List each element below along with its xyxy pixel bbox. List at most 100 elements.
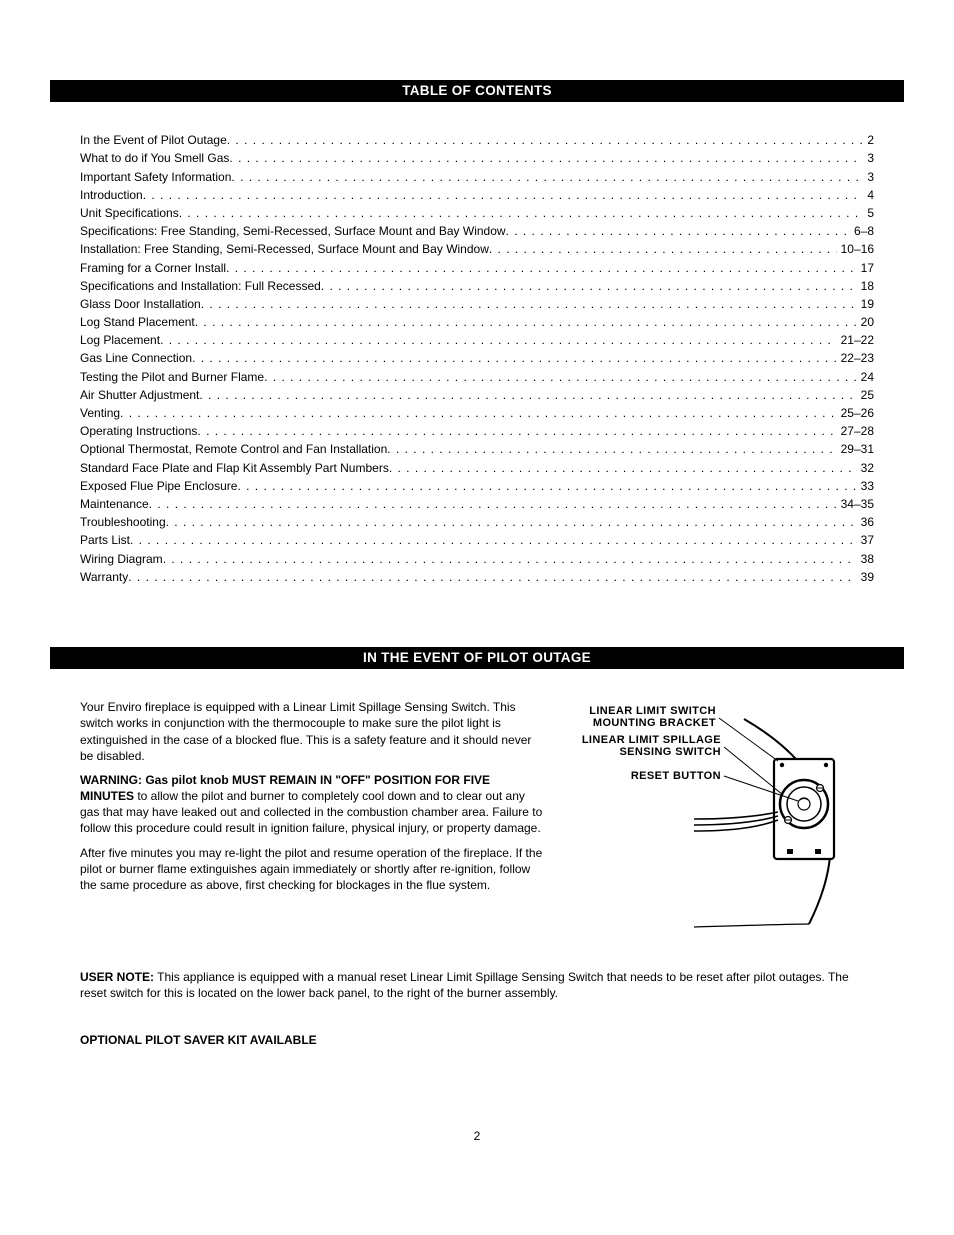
- toc-row: Air Shutter Adjustment. . . . . . . . . …: [80, 387, 874, 403]
- toc-label: Log Placement: [80, 332, 160, 348]
- toc-row: Framing for a Corner Install. . . . . . …: [80, 260, 874, 276]
- toc-page: 19: [857, 296, 874, 312]
- outage-warning-rest: to allow the pilot and burner to complet…: [80, 789, 542, 835]
- toc-row: Standard Face Plate and Flap Kit Assembl…: [80, 460, 874, 476]
- toc-label: Venting: [80, 405, 120, 421]
- toc-row: Important Safety Information. . . . . . …: [80, 169, 874, 185]
- toc-row: Maintenance. . . . . . . . . . . . . . .…: [80, 496, 874, 512]
- toc-row: Specifications: Free Standing, Semi-Rece…: [80, 223, 874, 239]
- toc-label: Wiring Diagram: [80, 551, 163, 567]
- outage-text-column: Your Enviro fireplace is equipped with a…: [80, 699, 544, 901]
- toc-row: Unit Specifications. . . . . . . . . . .…: [80, 205, 874, 221]
- toc-row: Venting. . . . . . . . . . . . . . . . .…: [80, 405, 874, 421]
- outage-banner: IN THE EVENT OF PILOT OUTAGE: [50, 647, 904, 669]
- toc-row: Wiring Diagram. . . . . . . . . . . . . …: [80, 551, 874, 567]
- toc-banner: TABLE OF CONTENTS: [50, 80, 904, 102]
- toc-page: 21–22: [837, 332, 874, 348]
- limit-switch-diagram: LINEAR LIMIT SWITCH MOUNTING BRACKET LIN…: [564, 699, 874, 929]
- toc-row: Testing the Pilot and Burner Flame. . . …: [80, 369, 874, 385]
- toc-page: 22–23: [837, 350, 874, 366]
- toc-page: 3: [863, 150, 874, 166]
- toc-label: What to do if You Smell Gas: [80, 150, 229, 166]
- toc-page: 25–26: [837, 405, 874, 421]
- toc-label: In the Event of Pilot Outage: [80, 132, 227, 148]
- toc-page: 32: [857, 460, 874, 476]
- toc-dots: . . . . . . . . . . . . . . . . . . . . …: [387, 441, 836, 457]
- toc-label: Parts List: [80, 532, 130, 548]
- toc-page: 34–35: [837, 496, 874, 512]
- toc-page: 36: [857, 514, 874, 530]
- toc-label: Important Safety Information: [80, 169, 231, 185]
- toc-page: 37: [857, 532, 874, 548]
- toc-dots: . . . . . . . . . . . . . . . . . . . . …: [166, 514, 857, 530]
- toc-page: 6–8: [850, 223, 874, 239]
- toc-label: Gas Line Connection: [80, 350, 192, 366]
- toc-dots: . . . . . . . . . . . . . . . . . . . . …: [226, 260, 857, 276]
- toc-dots: . . . . . . . . . . . . . . . . . . . . …: [506, 223, 850, 239]
- toc-label: Air Shutter Adjustment: [80, 387, 199, 403]
- toc-page: 39: [857, 569, 874, 585]
- outage-warning: WARNING: Gas pilot knob MUST REMAIN IN "…: [80, 772, 544, 837]
- user-note: USER NOTE: This appliance is equipped wi…: [80, 969, 874, 1001]
- diagram-label-2b: SENSING SWITCH: [619, 746, 721, 758]
- toc-page: 33: [857, 478, 874, 494]
- toc-row: Exposed Flue Pipe Enclosure. . . . . . .…: [80, 478, 874, 494]
- toc-dots: . . . . . . . . . . . . . . . . . . . . …: [489, 241, 837, 257]
- diagram-label-1b: MOUNTING BRACKET: [593, 717, 716, 729]
- toc-row: What to do if You Smell Gas. . . . . . .…: [80, 150, 874, 166]
- toc-page: 18: [857, 278, 874, 294]
- toc-dots: . . . . . . . . . . . . . . . . . . . . …: [120, 405, 837, 421]
- toc-dots: . . . . . . . . . . . . . . . . . . . . …: [195, 314, 857, 330]
- diagram-label-2a: LINEAR LIMIT SPILLAGE: [582, 734, 721, 746]
- user-note-head: USER NOTE:: [80, 970, 154, 984]
- toc-dots: . . . . . . . . . . . . . . . . . . . . …: [130, 532, 857, 548]
- toc-dots: . . . . . . . . . . . . . . . . . . . . …: [179, 205, 864, 221]
- toc-page: 25: [857, 387, 874, 403]
- toc-row: Troubleshooting. . . . . . . . . . . . .…: [80, 514, 874, 530]
- toc-page: 24: [857, 369, 874, 385]
- toc-page: 27–28: [837, 423, 874, 439]
- outage-after-five: After five minutes you may re-light the …: [80, 845, 544, 894]
- toc-page: 10–16: [837, 241, 874, 257]
- toc-row: Log Placement. . . . . . . . . . . . . .…: [80, 332, 874, 348]
- toc-label: Installation: Free Standing, Semi-Recess…: [80, 241, 489, 257]
- toc-label: Log Stand Placement: [80, 314, 195, 330]
- toc-row: Log Stand Placement. . . . . . . . . . .…: [80, 314, 874, 330]
- toc-dots: . . . . . . . . . . . . . . . . . . . . …: [229, 150, 863, 166]
- toc-label: Unit Specifications: [80, 205, 179, 221]
- toc-dots: . . . . . . . . . . . . . . . . . . . . …: [199, 387, 856, 403]
- spacer: [50, 597, 904, 647]
- toc-label: Testing the Pilot and Burner Flame: [80, 369, 264, 385]
- toc-page: 3: [863, 169, 874, 185]
- toc-dots: . . . . . . . . . . . . . . . . . . . . …: [264, 369, 857, 385]
- outage-intro: Your Enviro fireplace is equipped with a…: [80, 699, 544, 764]
- diagram-label-3: RESET BUTTON: [631, 770, 721, 782]
- toc-page: 20: [857, 314, 874, 330]
- toc-page: 17: [857, 260, 874, 276]
- toc-row: Glass Door Installation. . . . . . . . .…: [80, 296, 874, 312]
- outage-section: Your Enviro fireplace is equipped with a…: [50, 669, 904, 1048]
- toc-label: Operating Instructions: [80, 423, 197, 439]
- toc-row: In the Event of Pilot Outage. . . . . . …: [80, 132, 874, 148]
- toc-row: Operating Instructions. . . . . . . . . …: [80, 423, 874, 439]
- toc-banner-text: TABLE OF CONTENTS: [402, 83, 552, 98]
- toc-dots: . . . . . . . . . . . . . . . . . . . . …: [389, 460, 857, 476]
- toc-dots: . . . . . . . . . . . . . . . . . . . . …: [237, 478, 856, 494]
- pilot-saver-note: OPTIONAL PILOT SAVER KIT AVAILABLE: [80, 1032, 874, 1048]
- toc-dots: . . . . . . . . . . . . . . . . . . . . …: [128, 569, 856, 585]
- toc-dots: . . . . . . . . . . . . . . . . . . . . …: [149, 496, 837, 512]
- toc-dots: . . . . . . . . . . . . . . . . . . . . …: [163, 551, 857, 567]
- toc-dots: . . . . . . . . . . . . . . . . . . . . …: [197, 423, 836, 439]
- toc-row: Gas Line Connection. . . . . . . . . . .…: [80, 350, 874, 366]
- toc-label: Exposed Flue Pipe Enclosure: [80, 478, 237, 494]
- toc-dots: . . . . . . . . . . . . . . . . . . . . …: [160, 332, 837, 348]
- toc-label: Specifications and Installation: Full Re…: [80, 278, 321, 294]
- toc-row: Specifications and Installation: Full Re…: [80, 278, 874, 294]
- toc-row: Introduction. . . . . . . . . . . . . . …: [80, 187, 874, 203]
- toc-label: Troubleshooting: [80, 514, 166, 530]
- toc-label: Standard Face Plate and Flap Kit Assembl…: [80, 460, 389, 476]
- toc-label: Framing for a Corner Install: [80, 260, 226, 276]
- toc-row: Optional Thermostat, Remote Control and …: [80, 441, 874, 457]
- toc-dots: . . . . . . . . . . . . . . . . . . . . …: [143, 187, 864, 203]
- toc-list: In the Event of Pilot Outage. . . . . . …: [50, 102, 904, 597]
